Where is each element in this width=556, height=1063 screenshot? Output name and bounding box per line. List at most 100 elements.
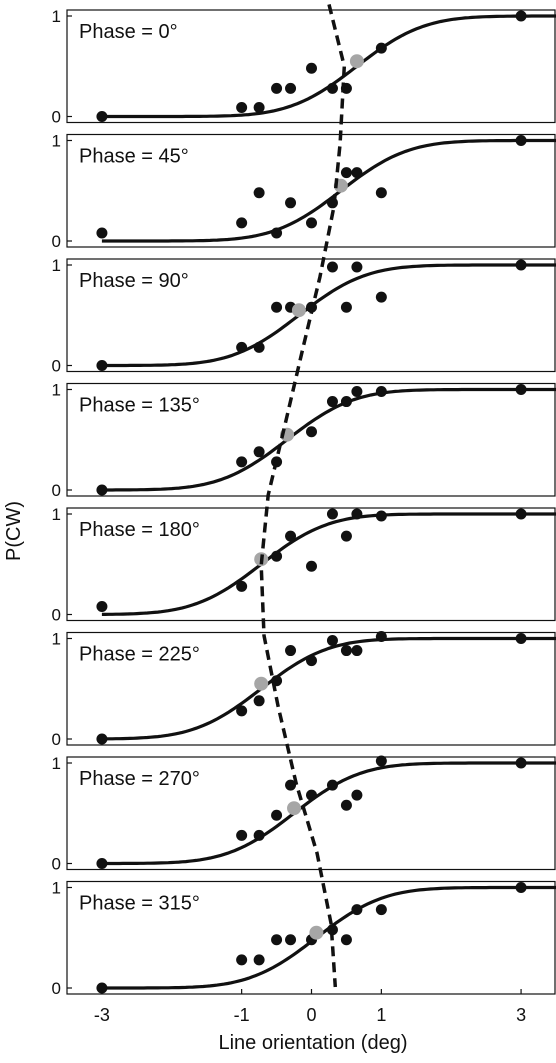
data-point [271, 550, 283, 562]
data-point [285, 82, 297, 94]
data-point [285, 645, 297, 657]
pse-marker [254, 676, 269, 691]
data-point [340, 799, 352, 811]
data-point [326, 396, 338, 408]
panel-1: 0 1 Phase = 45° [52, 132, 556, 251]
data-point [236, 217, 248, 229]
data-point [253, 341, 265, 353]
data-point [96, 858, 108, 869]
data-point [271, 227, 283, 239]
data-point [96, 360, 108, 371]
data-point [515, 384, 527, 395]
data-point [515, 135, 527, 146]
y-tick-label: 1 [52, 256, 61, 275]
panel-frame [66, 133, 556, 248]
panel-label: Phase = 225° [79, 644, 200, 666]
panel-frame [66, 631, 556, 746]
data-point [236, 705, 248, 717]
data-point [253, 446, 265, 458]
data-point [306, 426, 317, 438]
panel-label: Phase = 0° [79, 21, 178, 43]
y-tick-label: 1 [52, 505, 61, 524]
panel-frame [66, 258, 556, 373]
data-point [351, 386, 363, 398]
y-tick-label: 0 [52, 357, 61, 376]
data-point [236, 580, 248, 592]
data-point [515, 508, 527, 520]
data-point [285, 934, 297, 946]
panel-frame [66, 382, 556, 497]
data-point [96, 111, 108, 122]
data-point [271, 934, 283, 946]
pse-marker [287, 801, 302, 816]
x-axis-label: Line orientation (deg) [218, 1032, 407, 1054]
panel-0: 0 1 Phase = 0° [52, 7, 556, 127]
panel-6: 0 1 Phase = 270° [52, 754, 556, 874]
y-tick-label: 0 [52, 481, 61, 500]
data-point [236, 341, 248, 353]
pse-trend-line [259, 3, 347, 988]
data-point [351, 645, 363, 657]
x-tick-label: -1 [234, 1005, 250, 1025]
data-point [306, 655, 317, 667]
y-tick-label: 0 [52, 855, 61, 874]
panel-5: 0 1 Phase = 225° [52, 630, 556, 749]
data-point [253, 187, 265, 199]
data-point [326, 508, 338, 520]
x-axis: -3 -1 0 1 3 [94, 989, 526, 1025]
data-point [515, 882, 527, 893]
pse-marker [291, 303, 306, 318]
pse-marker [309, 925, 324, 940]
data-point [236, 456, 248, 468]
data-point [236, 101, 248, 113]
y-tick-label: 1 [52, 630, 61, 649]
data-point [375, 291, 387, 303]
data-point [375, 187, 387, 199]
panels-layer: 0 1 Phase = 0° 0 1 Phase = 45° 0 1 Phase = 90° 0 1… [52, 7, 556, 998]
x-tick-label: 1 [376, 1005, 386, 1025]
data-point [351, 167, 363, 179]
panel-frame [66, 756, 556, 871]
data-point [340, 530, 352, 542]
data-point [326, 635, 338, 647]
y-tick-label: 0 [52, 979, 61, 998]
panel-2: 0 1 Phase = 90° [52, 256, 556, 376]
data-point [306, 560, 317, 572]
fitted-curve [101, 263, 556, 368]
data-point [236, 954, 248, 966]
panel-label: Phase = 135° [79, 395, 200, 417]
data-point [351, 508, 363, 520]
panel-label: Phase = 270° [79, 768, 200, 790]
data-point [340, 301, 352, 313]
panel-label: Phase = 315° [79, 893, 200, 915]
data-point [271, 301, 283, 313]
y-tick-label: 1 [52, 754, 61, 773]
data-point [515, 10, 527, 22]
data-point [253, 954, 265, 966]
data-point [96, 227, 108, 239]
x-tick-label: -3 [94, 1005, 110, 1025]
fitted-curve [101, 387, 556, 492]
panel-frame [66, 9, 556, 124]
data-point [96, 600, 108, 612]
data-point [96, 484, 108, 496]
data-point [375, 630, 387, 642]
data-point [340, 167, 352, 179]
panel-frame [66, 507, 556, 622]
y-axis-label: P(CW) [3, 501, 25, 561]
y-tick-label: 0 [52, 108, 61, 127]
panel-7: 0 1 Phase = 315° [52, 879, 556, 998]
y-tick-label: 0 [52, 232, 61, 251]
data-point [375, 42, 387, 54]
y-tick-label: 1 [52, 879, 61, 898]
data-point [375, 904, 387, 916]
pse-marker [349, 54, 364, 69]
data-point [326, 779, 338, 791]
x-tick-label: 3 [516, 1005, 526, 1025]
data-point [306, 217, 317, 229]
data-point [306, 789, 317, 801]
data-point [326, 924, 338, 936]
data-point [253, 829, 265, 841]
data-point [236, 829, 248, 841]
